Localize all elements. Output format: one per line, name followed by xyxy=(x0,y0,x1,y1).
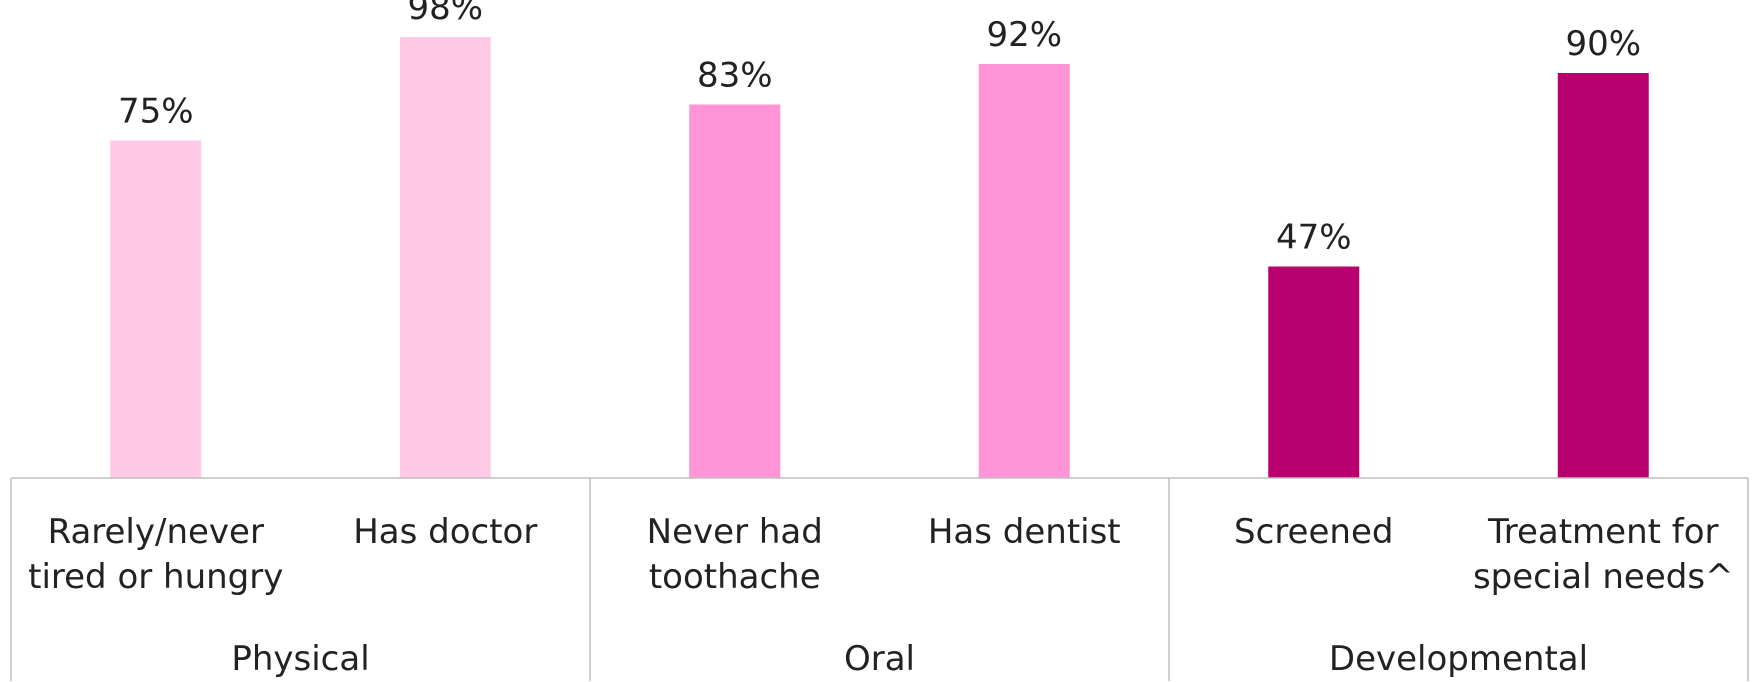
category-label-5: Screened xyxy=(1234,512,1393,552)
value-label-2: 98% xyxy=(407,0,483,28)
group-label-oral: Oral xyxy=(844,639,915,679)
group-label-developmental: Developmental xyxy=(1329,639,1588,679)
value-label-5: 47% xyxy=(1276,218,1352,258)
category-label-4: Has dentist xyxy=(928,512,1121,552)
bar-1 xyxy=(110,140,202,478)
value-label-6: 90% xyxy=(1565,24,1641,64)
category-axis xyxy=(10,477,1749,681)
value-label-3: 83% xyxy=(697,56,773,96)
bar-4 xyxy=(978,64,1070,478)
category-label-6: Treatment for special needs^ xyxy=(1473,512,1734,597)
bars-layer xyxy=(110,37,1649,478)
group-labels-layer: Physical Oral Developmental xyxy=(231,639,1588,679)
bar-6 xyxy=(1557,73,1649,478)
category-label-1: Rarely/never tired or hungry xyxy=(28,512,283,597)
bar-5 xyxy=(1268,266,1360,478)
group-label-physical: Physical xyxy=(231,639,369,679)
value-labels-layer: 75% 98% 83% 92% 47% 90% xyxy=(118,0,1641,258)
bar-2 xyxy=(399,37,491,478)
value-label-1: 75% xyxy=(118,92,194,132)
category-labels-layer: Rarely/never tired or hungry Has doctor Nev… xyxy=(28,512,1733,597)
category-label-3: Never had toothache xyxy=(647,512,823,597)
bar-3 xyxy=(689,104,781,478)
value-label-4: 92% xyxy=(986,15,1062,55)
category-label-2: Has doctor xyxy=(353,512,537,552)
